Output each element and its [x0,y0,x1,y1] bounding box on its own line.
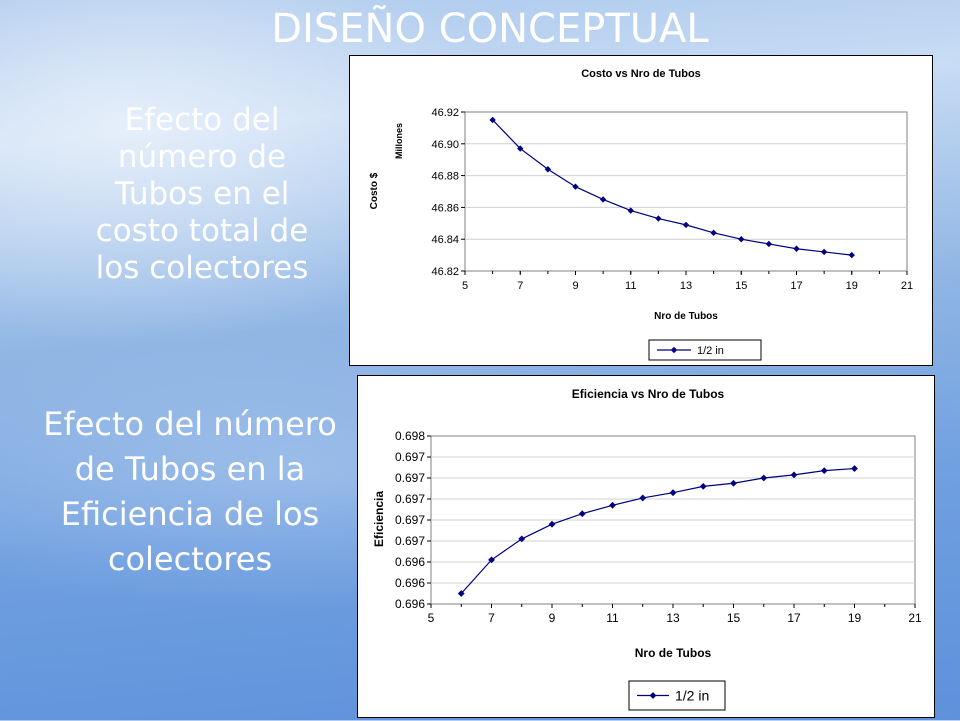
legend-marker [670,346,678,354]
y-axis-label: Costo $ [369,172,380,209]
y-tick-label: 0.697 [395,492,425,506]
data-point [627,207,634,214]
x-tick-label: 11 [606,611,619,625]
data-point [609,501,616,509]
data-point [599,196,607,203]
x-axis-label: Nro de Tubos [654,311,718,322]
data-point [790,471,798,479]
data-point [457,590,465,597]
y-tick-label: 46.90 [431,139,459,151]
x-tick-label: 5 [462,280,468,292]
data-point [544,166,552,173]
x-tick-label: 19 [848,611,862,625]
caption-cost-effect: Efecto del número de Tubos en el costo t… [95,102,309,286]
x-tick-label: 9 [572,280,578,292]
legend-label: 1/2 in [675,687,709,703]
chart-title: Eficiencia vs Nro de Tubos [572,387,725,401]
x-tick-label: 15 [735,280,747,292]
x-tick-label: 13 [680,280,692,292]
data-point [851,465,858,472]
data-point [669,489,677,497]
x-axis-label: Nro de Tubos [635,646,712,660]
efficiency-chart-panel: Eficiencia vs Nro de Tubos 0.696 0.696 0.69… [357,375,935,718]
slide-title: DISEÑO CONCEPTUAL [271,6,709,52]
y-tick-label: 46.88 [431,171,459,183]
series-line [492,119,852,256]
y-axis-label: Eficiencia [372,491,386,547]
data-point [820,248,828,256]
data-point [517,145,524,152]
y-tick-label: 0.697 [395,534,425,548]
data-point [793,245,800,252]
y-tick-label: 0.696 [395,576,425,590]
legend-label: 1/2 in [697,345,724,357]
data-point [548,520,556,528]
data-point [710,229,717,237]
legend-marker [649,692,657,699]
efficiency-chart: Eficiencia vs Nro de Tubos 0.696 0.696 0.69… [372,387,922,711]
data-point [639,494,647,502]
cost-chart-panel: Costo vs Nro de Tubos 46.82 46.84 46.86 46.8… [349,55,933,366]
data-point [738,236,745,243]
y-tick-label: 0.696 [395,555,425,569]
data-point [699,483,707,490]
data-point [765,240,773,248]
x-tick-label: 19 [846,280,858,292]
data-point [518,535,526,543]
x-tick-label: 21 [908,611,922,625]
x-tick-label: 17 [787,611,801,625]
x-tick-label: 13 [666,611,680,625]
y-tick-label: 0.696 [395,597,425,611]
x-tick-label: 21 [901,280,913,292]
x-tick-label: 11 [625,280,636,292]
data-point [489,116,496,124]
data-point [760,474,768,482]
x-tick-label: 7 [488,611,495,625]
y-tick-label: 0.697 [395,513,425,527]
data-point [682,221,690,229]
x-tick-label: 7 [517,280,523,292]
caption-efficiency-effect: Efecto del número de Tubos en la Eficien… [43,405,337,578]
y-tick-label: 46.82 [431,266,459,278]
cost-chart: Costo vs Nro de Tubos 46.82 46.84 46.86 46.8… [369,68,913,361]
data-point [730,479,737,487]
x-tick-label: 5 [428,611,435,625]
y-tick-label: 0.698 [395,429,425,443]
data-point [848,251,855,259]
y-tick-label: 46.86 [431,202,459,214]
legend-box [648,339,762,361]
y-tick-label: 46.92 [431,107,459,119]
x-tick-label: 9 [549,611,556,625]
y-tick-label: 46.84 [431,234,459,246]
data-point [578,510,586,518]
plot-area [464,111,908,272]
data-point [572,183,579,190]
data-point [820,467,828,475]
y-axis-units-label: Millones [394,123,404,159]
y-tick-label: 0.697 [395,471,425,485]
chart-title: Costo vs Nro de Tubos [581,68,701,80]
y-tick-label: 0.697 [395,450,425,464]
series-line [460,467,855,594]
x-tick-label: 17 [790,280,802,292]
data-point [655,215,662,222]
data-point [488,556,495,564]
x-tick-label: 15 [727,611,741,625]
